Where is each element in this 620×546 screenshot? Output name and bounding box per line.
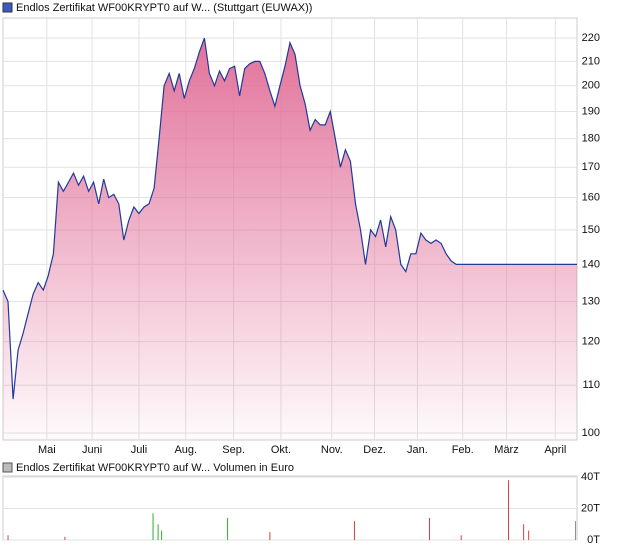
volume-bar bbox=[460, 535, 462, 540]
y-tick-label: 130 bbox=[582, 295, 600, 307]
y-tick-label: 190 bbox=[582, 105, 600, 117]
plot-frame bbox=[2, 475, 578, 541]
x-tick-label: Juni bbox=[82, 444, 102, 456]
y-tick-label: 170 bbox=[582, 161, 600, 173]
volume-bar bbox=[157, 524, 159, 540]
x-tick-label: Jan. bbox=[407, 444, 428, 456]
y-tick-label: 0T bbox=[587, 534, 600, 546]
y-tick-label: 150 bbox=[582, 224, 600, 236]
x-tick-label: Dez. bbox=[363, 444, 386, 456]
x-tick-label: Sep. bbox=[222, 444, 245, 456]
x-tick-label: Aug. bbox=[174, 444, 197, 456]
x-tick-label: April bbox=[544, 444, 566, 456]
y-tick-label: 220 bbox=[582, 32, 600, 44]
x-tick-label: Mai bbox=[38, 444, 56, 456]
volume-bar bbox=[353, 521, 355, 540]
volume-bar bbox=[574, 521, 576, 540]
y-tick-label: 40T bbox=[581, 471, 600, 483]
x-tick-label: Juli bbox=[131, 444, 148, 456]
volume-bar bbox=[528, 530, 530, 540]
volume-bar bbox=[269, 532, 271, 540]
y-tick-label: 210 bbox=[582, 55, 600, 67]
x-tick-label: Feb. bbox=[452, 444, 474, 456]
volume-bar bbox=[428, 517, 430, 540]
line bbox=[2, 37, 577, 400]
chart-title: Endlos Zertifikat WF00KRYPT0 auf W... (S… bbox=[16, 2, 312, 14]
chart-title: Endlos Zertifikat WF00KRYPT0 auf W... Vo… bbox=[16, 462, 294, 474]
y-tick-label: 200 bbox=[582, 80, 600, 92]
y-tick-label: 100 bbox=[582, 427, 600, 439]
x-tick-label: Nov. bbox=[321, 444, 343, 456]
volume-bar bbox=[508, 480, 510, 540]
legend-swatch bbox=[2, 462, 13, 473]
legend-swatch bbox=[2, 2, 13, 13]
area bbox=[3, 38, 577, 440]
volume-bar bbox=[152, 513, 154, 540]
volume-bar bbox=[161, 530, 163, 540]
x-tick-label: Okt. bbox=[271, 444, 291, 456]
volume-bar bbox=[227, 517, 229, 540]
y-tick-label: 110 bbox=[582, 379, 600, 391]
y-tick-label: 120 bbox=[582, 336, 600, 348]
volume-bar bbox=[523, 524, 525, 540]
y-tick-label: 180 bbox=[582, 132, 600, 144]
y-tick-label: 140 bbox=[582, 258, 600, 270]
volume-bar bbox=[7, 535, 9, 540]
y-tick-label: 20T bbox=[581, 502, 600, 514]
y-tick-label: 160 bbox=[582, 191, 600, 203]
volume-bar bbox=[64, 536, 66, 540]
x-tick-label: März bbox=[494, 444, 518, 456]
